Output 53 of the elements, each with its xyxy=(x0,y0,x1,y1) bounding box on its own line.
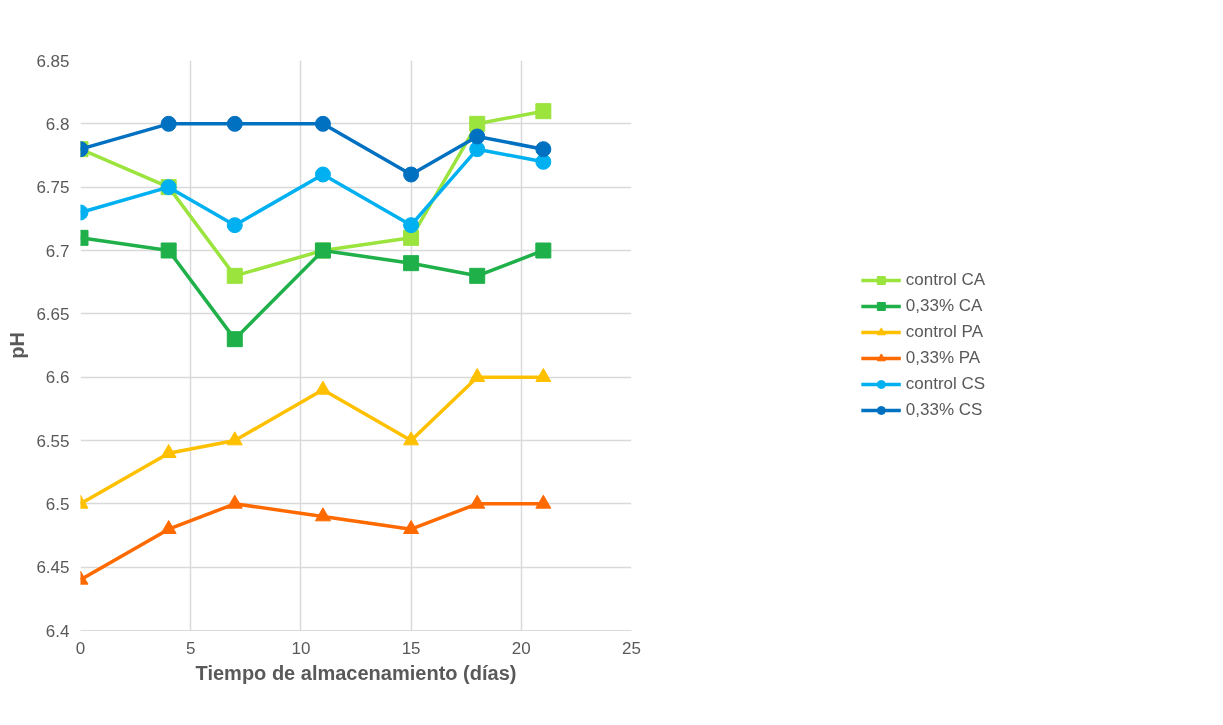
point xyxy=(314,380,331,395)
y-tick-label: 6.85 xyxy=(36,51,70,71)
point xyxy=(469,141,486,158)
y-tick-label: 6.8 xyxy=(45,114,70,134)
legend-label: 0,33% PA xyxy=(905,348,981,368)
y-tick-label: 6.55 xyxy=(36,431,70,451)
point xyxy=(314,507,331,522)
point xyxy=(403,217,420,234)
point xyxy=(226,494,243,509)
x-tick-label: 25 xyxy=(622,638,641,658)
point xyxy=(469,128,486,145)
y-tick-label: 6.65 xyxy=(36,304,70,324)
point xyxy=(226,267,243,284)
x-tick-label: 5 xyxy=(185,638,196,658)
point xyxy=(535,494,552,509)
point xyxy=(226,331,243,348)
legend-label: 0,33% CA xyxy=(905,296,983,316)
x-tick-label: 0 xyxy=(75,638,86,658)
point xyxy=(160,242,177,259)
point xyxy=(314,115,331,132)
point xyxy=(535,103,552,120)
legend-label: 0,33% CS xyxy=(905,400,983,420)
x-tick-label: 15 xyxy=(401,638,421,658)
point xyxy=(226,115,243,132)
point xyxy=(160,115,177,132)
x-tick-label: 20 xyxy=(511,638,531,658)
point xyxy=(535,242,552,259)
y-tick-label: 6.5 xyxy=(45,494,70,514)
point xyxy=(403,166,420,183)
y-axis-title: pH xyxy=(6,332,29,359)
point xyxy=(403,255,420,272)
point xyxy=(469,368,486,382)
legend-label: control PA xyxy=(905,322,983,342)
y-tick-label: 6.7 xyxy=(45,241,70,261)
x-tick-label: 10 xyxy=(291,638,311,658)
point xyxy=(535,368,552,382)
point xyxy=(160,520,177,534)
y-tick-label: 6.45 xyxy=(36,558,70,578)
point xyxy=(469,267,486,284)
point xyxy=(226,431,243,446)
y-tick-label: 6.75 xyxy=(36,178,70,198)
legend-label: control CS xyxy=(905,374,986,394)
legend-label: control CA xyxy=(905,270,986,290)
y-tick-label: 6.6 xyxy=(45,368,70,388)
point xyxy=(226,217,243,234)
point xyxy=(314,166,331,183)
y-tick-label: 6.4 xyxy=(45,621,70,641)
point xyxy=(403,431,420,446)
point xyxy=(160,444,177,458)
x-axis-title: Tiempo de almacenamiento (días) xyxy=(195,661,517,684)
point xyxy=(403,520,420,534)
point xyxy=(535,141,552,158)
point xyxy=(469,494,486,509)
